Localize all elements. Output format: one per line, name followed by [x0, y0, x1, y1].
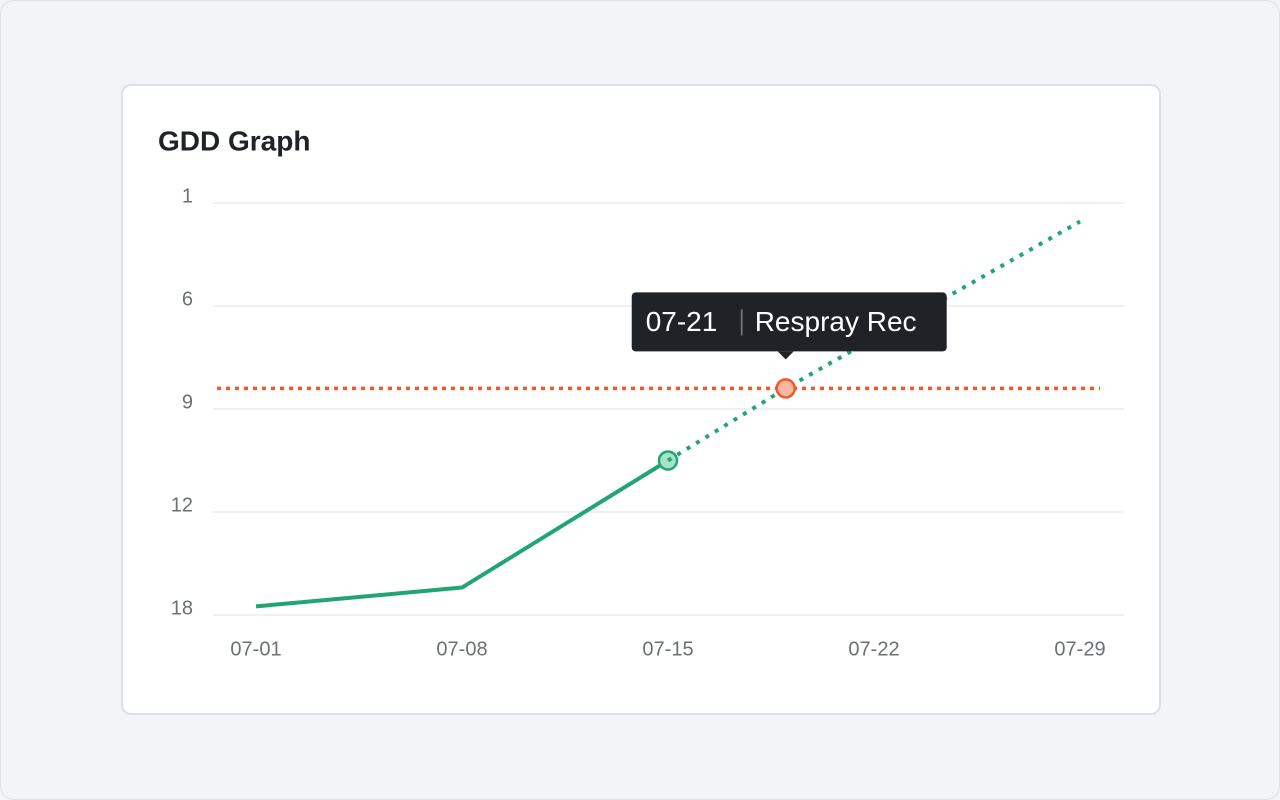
series-line [666, 219, 1081, 463]
y-tick-label: 1 [182, 185, 193, 207]
tooltip: 07-21 Respray Rec [631, 292, 947, 360]
tooltip-date: 07-21 [646, 306, 718, 337]
highlight-marker [775, 378, 796, 399]
tooltip-label: Respray Rec [755, 306, 917, 337]
chart-title: GDD Graph [158, 125, 310, 156]
x-tick-label: 07-22 [848, 638, 899, 660]
y-tick-label: 12 [171, 494, 193, 516]
tooltip-box [631, 292, 947, 352]
x-tick-label: 07-08 [436, 638, 487, 660]
x-tick-label: 07-29 [1054, 638, 1105, 660]
series-line [255, 458, 670, 609]
y-tick-label: 6 [182, 288, 193, 310]
x-tick-label: 07-15 [642, 638, 693, 660]
y-tick-label: 18 [171, 597, 193, 619]
x-tick-label: 07-01 [230, 638, 281, 660]
y-tick-label: 9 [182, 391, 193, 413]
card [121, 84, 1161, 715]
tooltip-pointer [777, 351, 794, 360]
